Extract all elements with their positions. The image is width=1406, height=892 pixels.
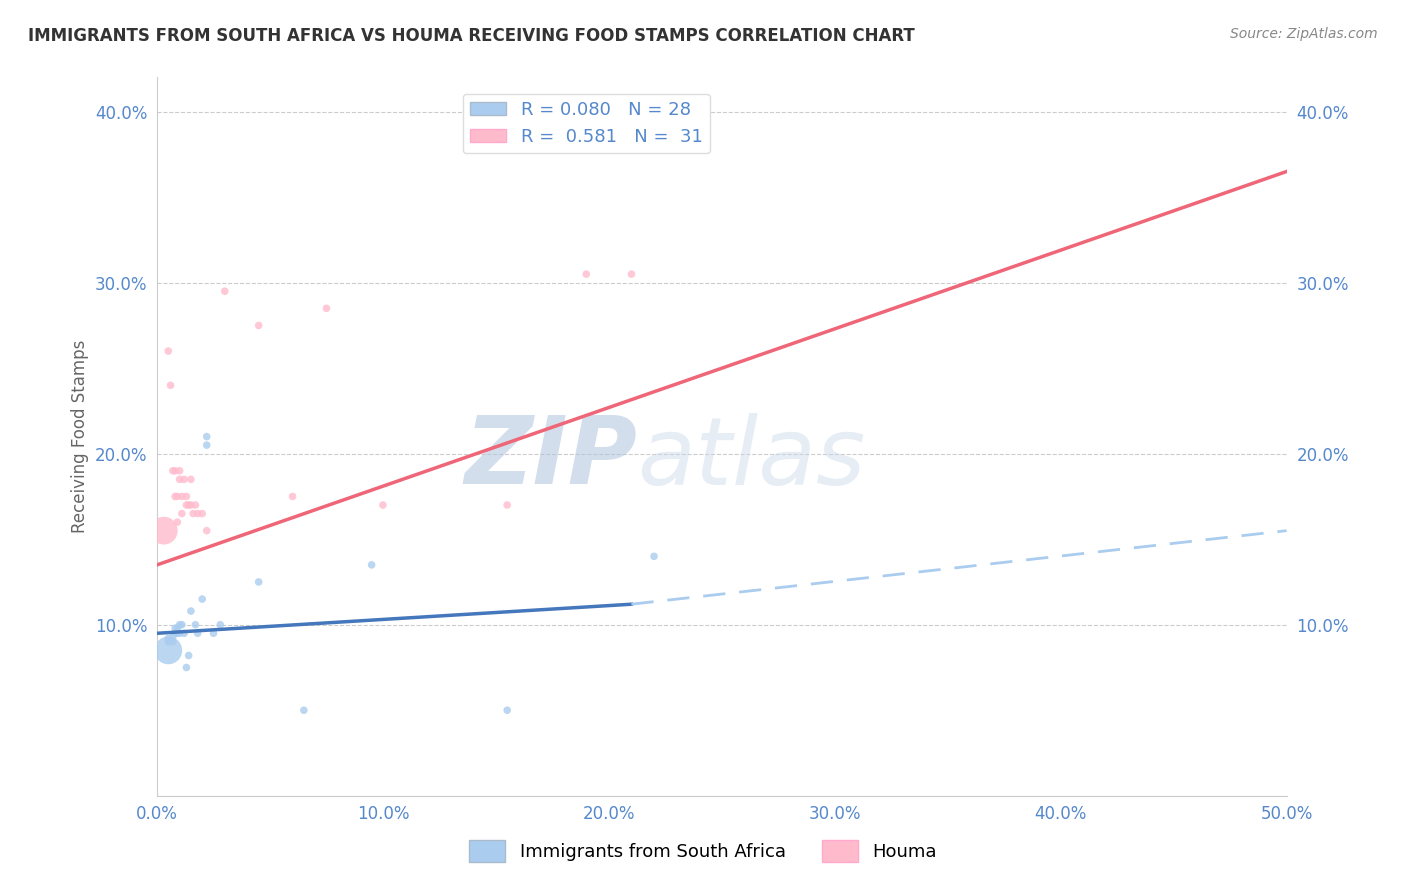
Point [166,626,188,640]
Point [157,643,180,657]
Point [177,498,200,512]
Point [496,703,519,717]
Point [165,626,187,640]
Text: Source: ZipAtlas.com: Source: ZipAtlas.com [1230,27,1378,41]
Point [170,507,193,521]
Point [177,648,200,663]
Point [169,472,191,486]
Point [157,344,180,359]
Point [184,617,207,632]
Point [187,626,209,640]
Point [166,621,188,635]
Point [315,301,337,316]
Point [180,498,202,512]
Point [165,464,187,478]
Point [165,621,187,635]
Point [620,267,643,281]
Point [195,438,218,452]
Point [496,498,519,512]
Point [292,703,315,717]
Point [173,626,195,640]
Legend: Immigrants from South Africa, Houma: Immigrants from South Africa, Houma [463,833,943,870]
Point [162,635,184,649]
Point [166,515,188,529]
Point [209,617,232,632]
Point [152,524,174,538]
Point [176,498,198,512]
Point [170,617,193,632]
Point [176,660,198,674]
Point [187,507,209,521]
Point [170,490,193,504]
Point [214,284,236,298]
Point [159,378,181,392]
Point [184,498,207,512]
Point [180,604,202,618]
Point [191,507,214,521]
Point [575,267,598,281]
Point [157,635,180,649]
Point [371,498,394,512]
Text: atlas: atlas [637,413,865,504]
Point [169,464,191,478]
Point [195,524,218,538]
Point [165,490,187,504]
Point [169,617,191,632]
Point [176,490,198,504]
Point [181,507,204,521]
Point [180,472,202,486]
Point [202,626,225,640]
Point [191,592,214,607]
Y-axis label: Receiving Food Stamps: Receiving Food Stamps [72,340,89,533]
Point [360,558,382,572]
Text: IMMIGRANTS FROM SOUTH AFRICA VS HOUMA RECEIVING FOOD STAMPS CORRELATION CHART: IMMIGRANTS FROM SOUTH AFRICA VS HOUMA RE… [28,27,915,45]
Point [166,490,188,504]
Point [162,464,184,478]
Point [247,318,270,333]
Point [281,490,304,504]
Point [643,549,665,564]
Text: ZIP: ZIP [464,412,637,504]
Point [173,472,195,486]
Point [195,429,218,443]
Point [157,632,180,646]
Legend: R = 0.080   N = 28, R =  0.581   N =  31: R = 0.080 N = 28, R = 0.581 N = 31 [463,94,710,153]
Point [247,574,270,589]
Point [162,630,184,644]
Point [169,626,191,640]
